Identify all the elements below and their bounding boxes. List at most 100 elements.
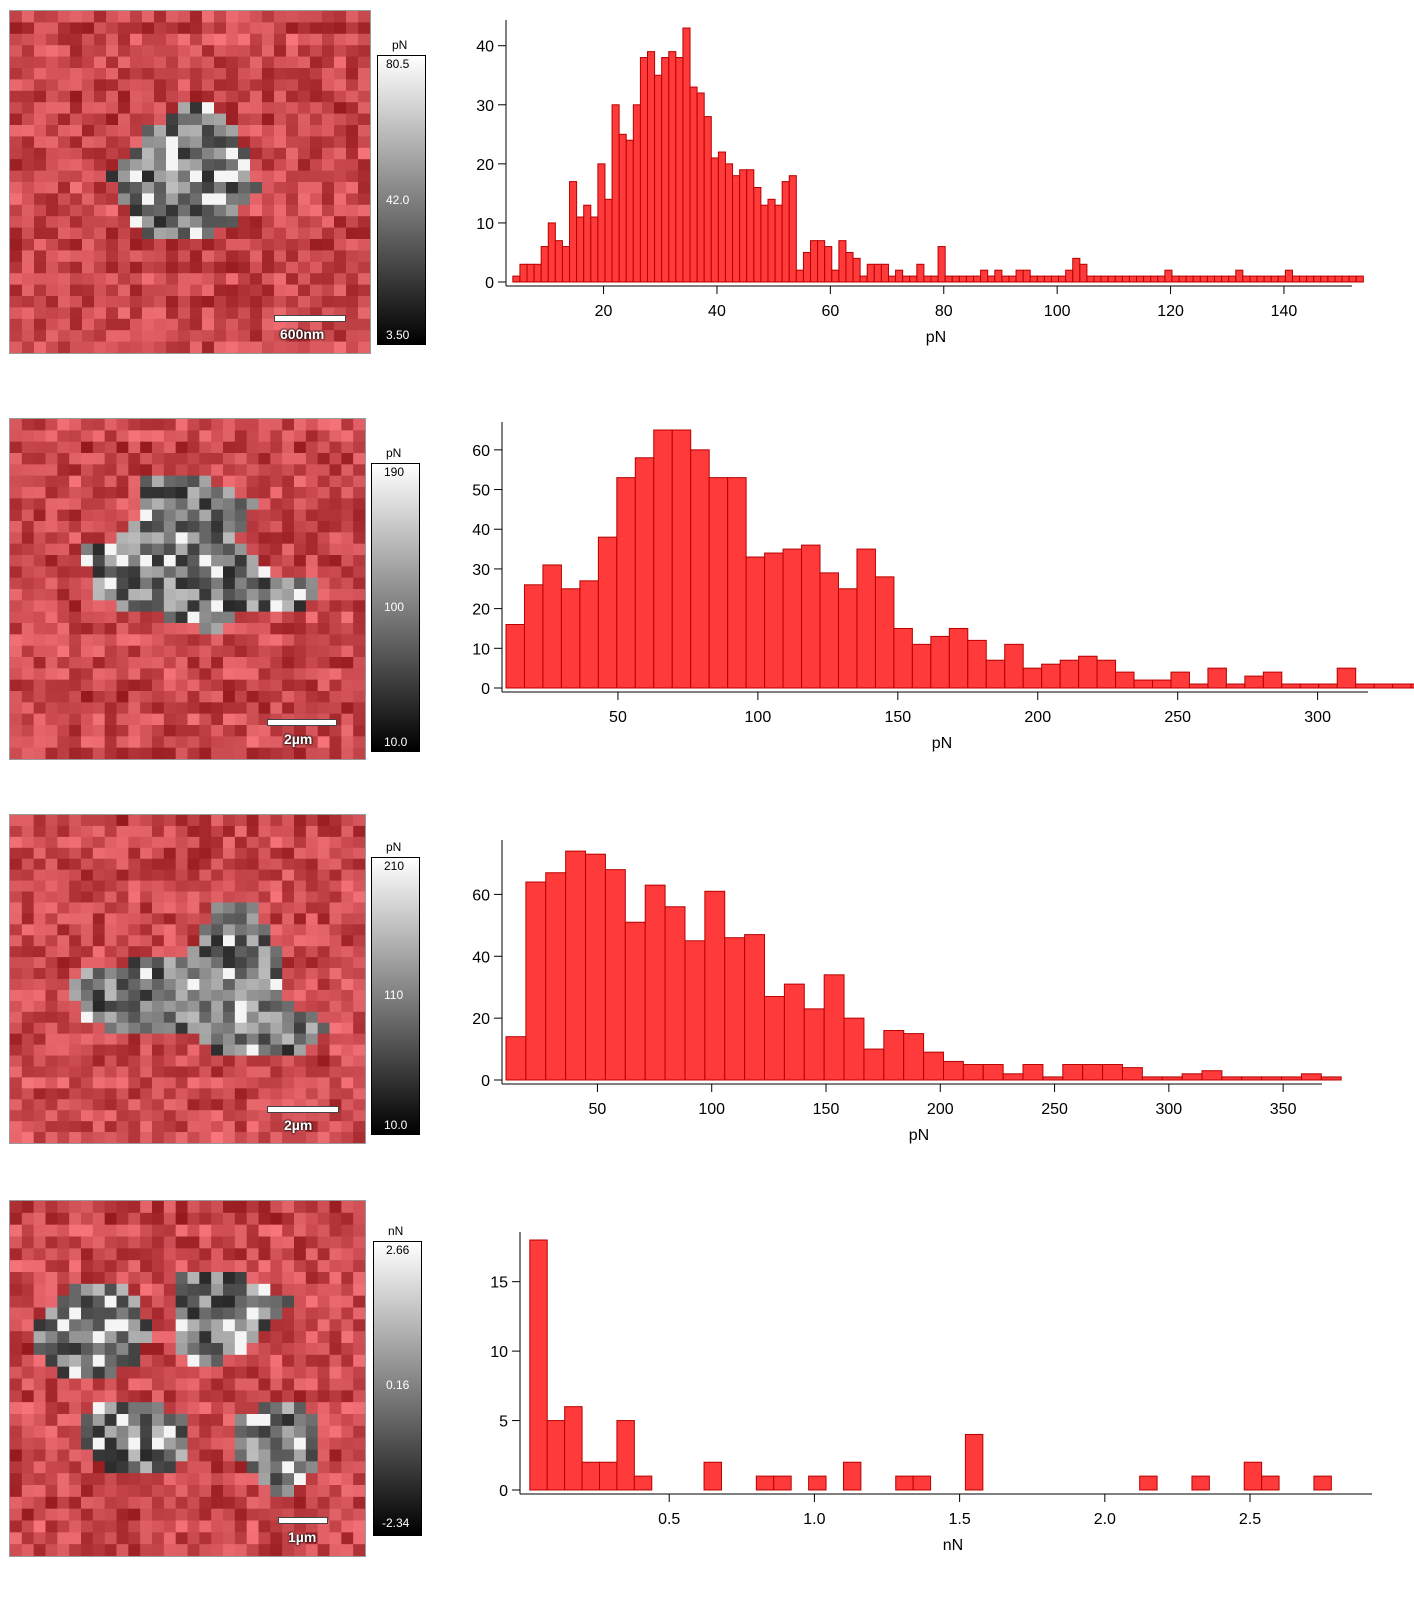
map-pixel [45,657,58,669]
map-pixel [81,1248,94,1261]
map-pixel [128,1414,141,1427]
histogram-4-bar [1243,1461,1263,1491]
map-pixel [294,1212,307,1226]
map-pixel [116,1033,129,1046]
map-pixel [10,815,23,827]
map-pixel [21,543,35,556]
map-pixel [286,273,299,286]
map-pixel [202,68,215,80]
map-pixel [298,296,311,308]
map-pixel [190,33,203,46]
map-pixel [58,296,71,308]
map-pixel [22,170,35,183]
map-pixel [178,33,191,46]
map-pixel [104,1044,118,1057]
map-pixel [341,913,354,925]
map-pixel [211,1354,224,1368]
map-pixel [45,498,58,511]
map-pixel [45,543,58,556]
map-pixel [334,182,347,194]
map-pixel [82,56,95,69]
map-pixel [34,261,47,274]
map-pixel [353,1224,365,1238]
force-map-1-pixels [10,11,370,353]
map-pixel [94,273,107,286]
map-pixel [82,227,95,240]
map-pixel [175,555,189,567]
map-pixel [317,1425,331,1439]
map-pixel [45,1461,58,1474]
map-pixel [10,419,23,431]
map-pixel [346,56,359,69]
map-pixel [81,623,94,635]
map-pixel [81,1449,94,1462]
map-pixel [178,90,191,103]
map-pixel [130,102,143,115]
map-pixel [322,136,335,149]
map-pixel [175,1000,189,1013]
map-pixel [305,1272,319,1285]
map-pixel [286,125,299,137]
map-pixel [10,1331,23,1344]
map-pixel [128,1248,141,1261]
map-pixel [187,657,200,669]
map-pixel [187,589,200,601]
map-pixel [258,657,271,669]
map-pixel [163,611,177,624]
map-pixel [104,430,118,443]
map-pixel [190,341,203,353]
map-pixel [70,341,83,353]
map-pixel [130,79,143,92]
map-pixel [199,611,212,624]
map-pixel [234,1402,248,1415]
map-pixel [33,946,47,958]
map-pixel [128,1110,141,1122]
map-pixel [258,989,271,1002]
map-pixel [214,284,227,297]
y-tick-label: 0 [499,1483,508,1500]
map-pixel [358,204,370,217]
map-pixel [234,453,248,465]
map-pixel [199,815,212,827]
map-pixel [152,1110,165,1122]
map-pixel [246,1354,260,1368]
map-pixel [21,1485,35,1498]
map-pixel [187,453,200,465]
map-pixel [21,441,35,454]
map-pixel [310,79,323,92]
map-pixel [317,1402,331,1415]
map-pixel [250,204,263,217]
map-pixel [199,1414,212,1427]
map-pixel [33,1272,47,1285]
map-pixel [140,1000,153,1013]
map-pixel [10,296,23,308]
map-pixel [187,668,200,681]
map-pixel [116,1390,129,1403]
map-pixel [81,1132,94,1143]
histogram-4-bar [633,1475,653,1491]
map-pixel [341,1414,354,1427]
map-pixel [317,679,331,692]
map-pixel [92,1248,106,1261]
map-pixel [57,1319,70,1332]
map-pixel [22,136,35,149]
map-pixel [305,1011,319,1024]
map-pixel [317,1272,331,1285]
map-pixel [10,623,23,635]
map-pixel [163,566,177,579]
map-pixel [190,102,203,115]
map-pixel [118,239,131,251]
map-pixel [199,1473,212,1486]
map-pixel [81,702,94,715]
map-pixel [214,239,227,251]
map-pixel [310,261,323,274]
map-pixel [92,1099,106,1111]
map-pixel [187,1331,200,1344]
map-pixel [33,623,47,635]
map-pixel [175,419,189,431]
map-pixel [163,1366,177,1380]
map-pixel [175,869,189,882]
map-pixel [175,668,189,681]
map-pixel [81,1055,94,1068]
map-pixel [10,1496,23,1510]
